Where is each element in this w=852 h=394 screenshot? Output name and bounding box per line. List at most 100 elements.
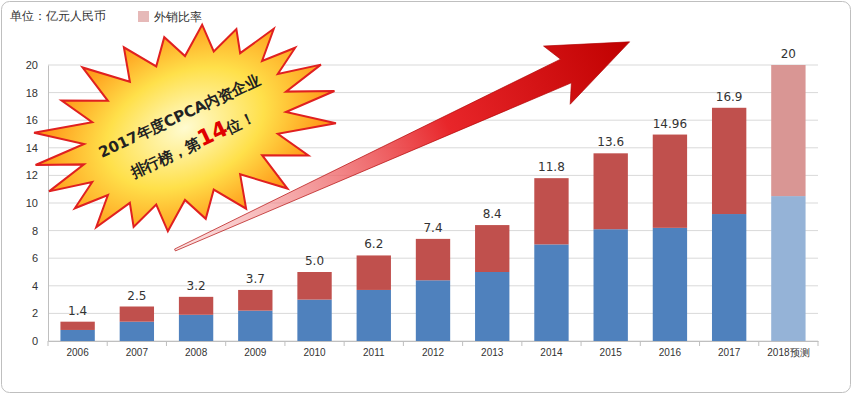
x-separator [640, 341, 641, 346]
bar-segment [771, 65, 805, 196]
x-tick-label: 2015 [600, 347, 623, 358]
y-tick: 16 [26, 114, 48, 126]
y-axis: 0 2 4 6 8 10 12 14 16 18 20 [26, 59, 49, 347]
x-separator [344, 341, 345, 346]
y-tick-label: 0 [32, 335, 38, 347]
x-tick: 2008 [185, 341, 208, 358]
bar-segment [297, 300, 331, 341]
total-label: 5.0 [305, 254, 324, 268]
legend-swatch [138, 11, 149, 22]
x-tick: 2006 [66, 341, 89, 358]
bar-segment [594, 153, 628, 229]
y-tick-label: 2 [32, 307, 38, 319]
y-tick-label: 8 [32, 225, 38, 237]
bar-segment [238, 290, 272, 311]
x-separator [166, 341, 167, 346]
y-tick: 20 [26, 59, 48, 71]
total-label: 16.9 [716, 90, 743, 104]
bar-segment [712, 108, 746, 214]
y-tick: 8 [32, 225, 48, 237]
y-tick: 4 [32, 280, 48, 292]
bar-segment [416, 280, 450, 341]
x-tick-label: 2012 [422, 347, 445, 358]
x-separator [284, 341, 285, 346]
y-tick-label: 6 [32, 252, 38, 264]
total-label: 7.4 [423, 221, 442, 235]
total-label: 3.7 [246, 272, 265, 286]
y-tick-label: 16 [26, 114, 38, 126]
x-separator [581, 341, 582, 346]
bar-segment [594, 229, 628, 341]
x-separator [48, 341, 49, 346]
bar-segment [357, 255, 391, 290]
bar-segment [120, 322, 154, 341]
bar-segment [179, 297, 213, 315]
total-label: 3.2 [187, 279, 206, 293]
x-tick-label: 2010 [303, 347, 326, 358]
x-tick-label: 2017 [718, 347, 741, 358]
x-tick: 2018预测 [767, 341, 809, 358]
x-separator [462, 341, 463, 346]
x-axis: 2006 2007 2008 2009 2010 2011 2012 2013 2014 2015… [49, 341, 819, 358]
y-tick: 6 [32, 252, 48, 264]
bar-segment [179, 315, 213, 341]
x-tick-label: 2011 [363, 347, 385, 358]
legend: 外销比率 [138, 10, 202, 24]
annotation-line: 排行榜，第14位！ [124, 103, 258, 183]
x-tick-label: 2013 [481, 347, 504, 358]
x-separator [521, 341, 522, 346]
total-label: 20 [781, 47, 796, 61]
bar-segment [475, 225, 509, 272]
y-axis-line [48, 66, 49, 342]
x-separator [818, 341, 819, 346]
annotation: 位！ [223, 108, 259, 137]
bar-segment [297, 272, 331, 300]
x-tick-label: 2006 [66, 347, 89, 358]
x-tick: 2009 [244, 341, 267, 358]
x-tick: 2016 [659, 341, 682, 358]
legend-label: 外销比率 [154, 10, 202, 24]
x-separator [403, 341, 404, 346]
annotation: 排行榜，第 [127, 134, 203, 182]
total-label: 14.96 [653, 117, 687, 131]
chart: 0246810121416182020062007200820092010201… [0, 0, 852, 394]
bar-segment [534, 178, 568, 244]
bar-segment [712, 214, 746, 341]
y-tick: 18 [26, 87, 48, 99]
total-label: 1.4 [68, 304, 87, 318]
x-separators [48, 341, 818, 346]
bar-segment [653, 228, 687, 341]
x-separator [107, 341, 108, 346]
y-tick: 12 [26, 169, 48, 181]
bar-segment [120, 307, 154, 322]
y-tick-label: 18 [26, 87, 38, 99]
total-label: 2.5 [127, 289, 146, 303]
total-label: 8.4 [483, 207, 502, 221]
x-tick-label: 2007 [126, 347, 149, 358]
bar-segment [60, 322, 94, 330]
x-tick-label: 2008 [185, 347, 208, 358]
x-tick: 2017 [718, 341, 741, 358]
x-tick: 2007 [126, 341, 149, 358]
bar-segment [771, 196, 805, 341]
bar-segment [534, 244, 568, 341]
bar-segment [357, 290, 391, 341]
y-tick: 0 [32, 335, 48, 347]
total-label: 13.6 [597, 135, 624, 149]
x-tick: 2014 [540, 341, 563, 358]
x-separator [699, 341, 700, 346]
bar-segment [653, 135, 687, 228]
x-separator [225, 341, 226, 346]
y-tick: 2 [32, 307, 48, 319]
burst: 2017年度CPCA内资企业排行榜，第14位！ [6, 0, 364, 282]
bar-segment [60, 330, 94, 341]
y-tick: 10 [26, 197, 48, 209]
y-tick: 14 [26, 142, 48, 154]
y-tick-label: 12 [26, 169, 38, 181]
x-tick-label: 2009 [244, 347, 267, 358]
y-tick-label: 4 [32, 280, 38, 292]
y-axis-title: 单位：亿元人民币 [10, 9, 106, 23]
x-tick-label: 2014 [540, 347, 563, 358]
x-tick: 2010 [303, 341, 326, 358]
bar-segment [416, 239, 450, 280]
